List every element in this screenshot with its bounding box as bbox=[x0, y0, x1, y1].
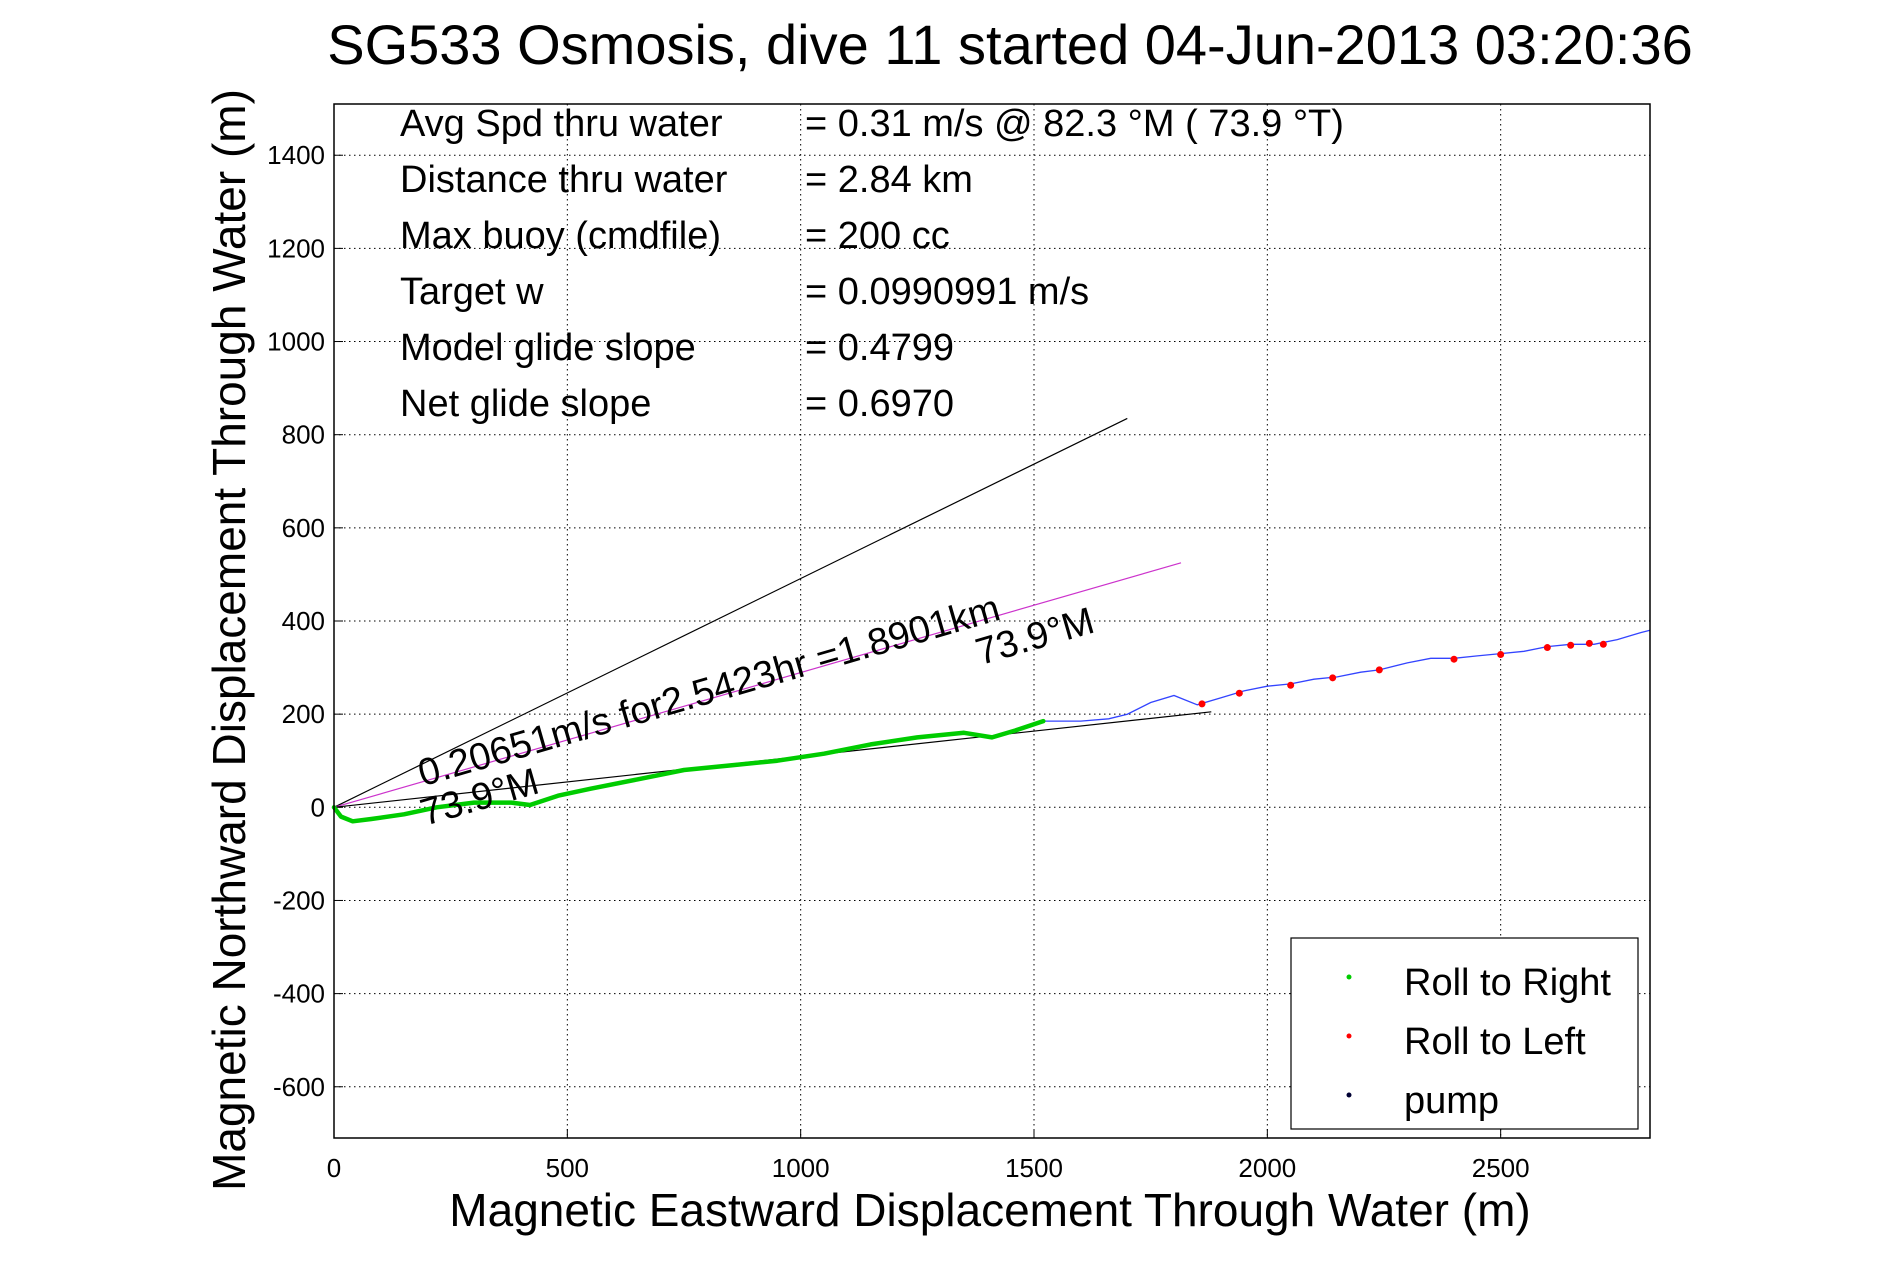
segment-roll-to-right bbox=[331, 718, 1046, 824]
y-axis-label: Magnetic Northward Displacement Through … bbox=[203, 89, 255, 1191]
legend-label: Roll to Left bbox=[1404, 1021, 1586, 1063]
roll-left-marker bbox=[1287, 681, 1295, 689]
stat-label: Target w bbox=[400, 271, 544, 313]
x-tick-label: 0 bbox=[327, 1153, 341, 1183]
y-tick-label: 800 bbox=[282, 420, 325, 450]
stat-value: = 200 cc bbox=[805, 215, 950, 257]
y-tick-label: 1400 bbox=[267, 140, 325, 170]
legend: Roll to Right Roll to Left pump bbox=[1290, 937, 1639, 1130]
y-tick-label: 0 bbox=[311, 792, 325, 822]
x-tick-labels: 0 500 1000 1500 2000 2500 bbox=[327, 1153, 1530, 1183]
legend-marker bbox=[1346, 1092, 1352, 1098]
track bbox=[331, 629, 1651, 824]
x-tick-label: 1000 bbox=[772, 1153, 830, 1183]
roll-left-marker bbox=[1543, 644, 1551, 652]
roll-left-marker bbox=[1198, 700, 1206, 708]
stat-label: Net glide slope bbox=[400, 383, 651, 425]
roll-left-marker bbox=[1235, 689, 1243, 697]
stats-block: Avg Spd thru water = 0.31 m/s @ 82.3 °M (… bbox=[400, 103, 1344, 425]
y-tick-label: 1200 bbox=[267, 233, 325, 263]
roll-left-marker bbox=[1450, 655, 1458, 663]
stat-value: = 2.84 km bbox=[805, 159, 973, 201]
x-axis-label: Magnetic Eastward Displacement Through W… bbox=[449, 1184, 1530, 1236]
roll-left-marker bbox=[1585, 639, 1593, 647]
roll-left-marker bbox=[1567, 641, 1575, 649]
y-tick-labels: -600 -400 -200 0 200 400 600 800 1000 1200 1400 bbox=[267, 140, 325, 1102]
roll-left-marker bbox=[1329, 674, 1337, 682]
stat-label: Max buoy (cmdfile) bbox=[400, 215, 721, 257]
y-tick-label: 600 bbox=[282, 513, 325, 543]
roll-left-marker bbox=[1497, 651, 1505, 659]
x-tick-label: 1500 bbox=[1005, 1153, 1063, 1183]
x-tick-label: 2000 bbox=[1238, 1153, 1296, 1183]
reference-line bbox=[333, 417, 1128, 808]
stat-value: = 0.4799 bbox=[805, 327, 954, 369]
stat-value: = 0.0990991 m/s bbox=[805, 271, 1089, 313]
roll-left-marker bbox=[1375, 666, 1383, 674]
y-tick-label: 400 bbox=[282, 606, 325, 636]
legend-marker bbox=[1346, 1033, 1352, 1039]
legend-label: Roll to Right bbox=[1404, 962, 1611, 1004]
legend-marker bbox=[1346, 974, 1352, 980]
y-tick-label: 1000 bbox=[267, 327, 325, 357]
stat-value: = 0.31 m/s @ 82.3 °M ( 73.9 °T) bbox=[805, 103, 1344, 145]
chart-title: SG533 Osmosis, dive 11 started 04-Jun-20… bbox=[327, 13, 1693, 76]
annotations: 0.20651m/s for2.5423hr =1.8901km 73.9°M … bbox=[414, 587, 1099, 834]
stat-label: Distance thru water bbox=[400, 159, 728, 201]
reference-line bbox=[333, 562, 1182, 808]
y-tick-label: -400 bbox=[273, 979, 325, 1009]
axes-frame bbox=[333, 103, 1651, 1139]
y-tick-label: -600 bbox=[273, 1072, 325, 1102]
y-tick-label: 200 bbox=[282, 699, 325, 729]
x-tick-label: 500 bbox=[546, 1153, 589, 1183]
grid bbox=[333, 104, 1650, 1138]
current-annotation: 0.20651m/s for2.5423hr =1.8901km bbox=[414, 587, 1005, 795]
stat-label: Avg Spd thru water bbox=[400, 103, 723, 145]
x-tick-label: 2500 bbox=[1472, 1153, 1530, 1183]
y-tick-label: -200 bbox=[273, 885, 325, 915]
roll-left-marker bbox=[1599, 640, 1607, 648]
legend-label: pump bbox=[1404, 1080, 1499, 1122]
roll-markers bbox=[1198, 639, 1607, 708]
stat-label: Model glide slope bbox=[400, 327, 696, 369]
stat-value: = 0.6970 bbox=[805, 383, 954, 425]
